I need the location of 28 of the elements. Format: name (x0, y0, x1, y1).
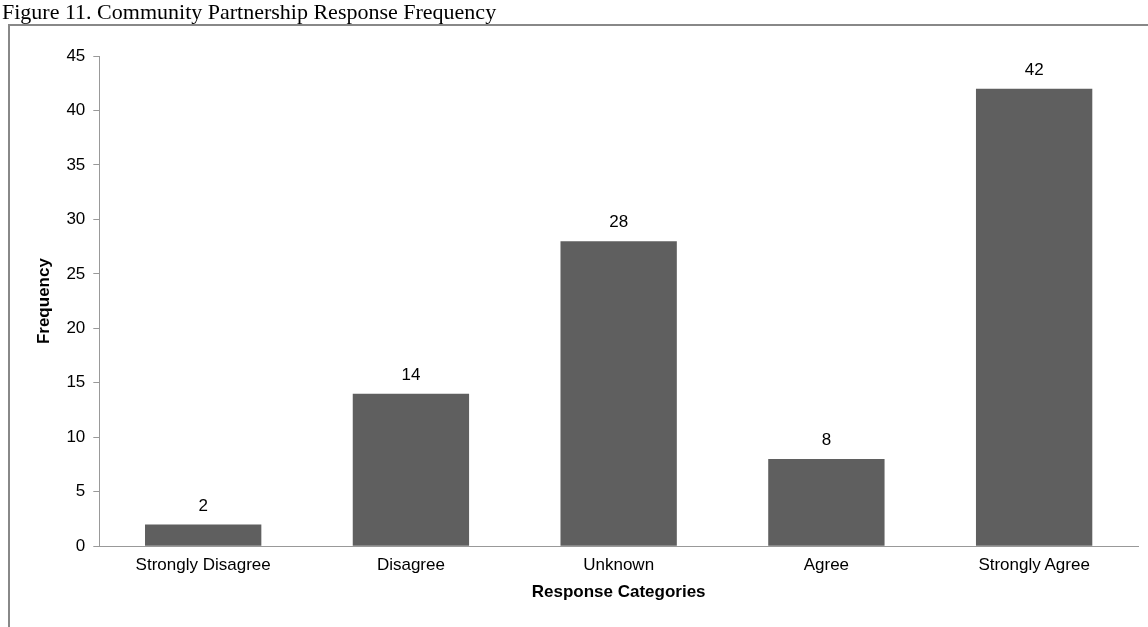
bar (975, 88, 1093, 546)
chart-title: Figure 11. Community Partnership Response Frequency (2, 0, 497, 24)
x-tick-label: Agree (803, 555, 850, 575)
y-tick-label: 40 (66, 100, 86, 120)
x-tick-label: Strongly Agree (978, 555, 1090, 575)
y-tick-label: 25 (66, 263, 86, 283)
y-tick-label: 20 (66, 318, 86, 338)
bar (560, 241, 677, 546)
y-tick-label: 45 (66, 45, 86, 65)
bar (145, 524, 262, 546)
x-tick-label: Disagree (376, 555, 445, 575)
bar (768, 459, 885, 546)
bar (352, 393, 470, 546)
y-tick-label: 5 (75, 481, 86, 501)
y-tick-label: 0 (75, 535, 86, 555)
data-label: 2 (198, 495, 208, 515)
y-tick-label: 35 (66, 154, 86, 174)
y-axis-title: Frequency (33, 257, 53, 345)
x-tick-label: Unknown (583, 555, 655, 575)
data-label: 8 (821, 430, 832, 450)
data-label: 28 (609, 212, 629, 232)
data-label: 42 (1024, 59, 1044, 79)
y-tick-label: 15 (66, 372, 86, 392)
data-label: 14 (401, 364, 421, 384)
x-axis-title: Response Categories (531, 582, 706, 602)
x-tick-label: Strongly Disagree (135, 555, 271, 575)
y-tick-label: 10 (66, 426, 86, 446)
y-tick-label: 30 (66, 209, 86, 229)
